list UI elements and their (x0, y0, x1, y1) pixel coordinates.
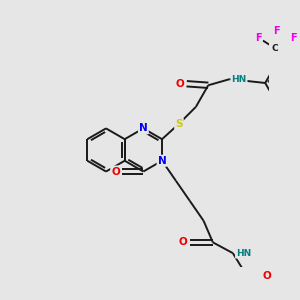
Text: HN: HN (236, 249, 251, 258)
Text: O: O (111, 167, 120, 176)
Text: HN: HN (231, 75, 247, 84)
Text: F: F (255, 33, 262, 43)
Text: O: O (262, 271, 271, 281)
Text: S: S (175, 119, 183, 129)
Text: F: F (290, 33, 297, 43)
Text: O: O (176, 79, 184, 89)
Text: N: N (158, 156, 166, 166)
Text: O: O (178, 237, 187, 248)
Text: F: F (273, 26, 280, 36)
Text: C: C (272, 44, 278, 53)
Text: N: N (139, 123, 148, 134)
